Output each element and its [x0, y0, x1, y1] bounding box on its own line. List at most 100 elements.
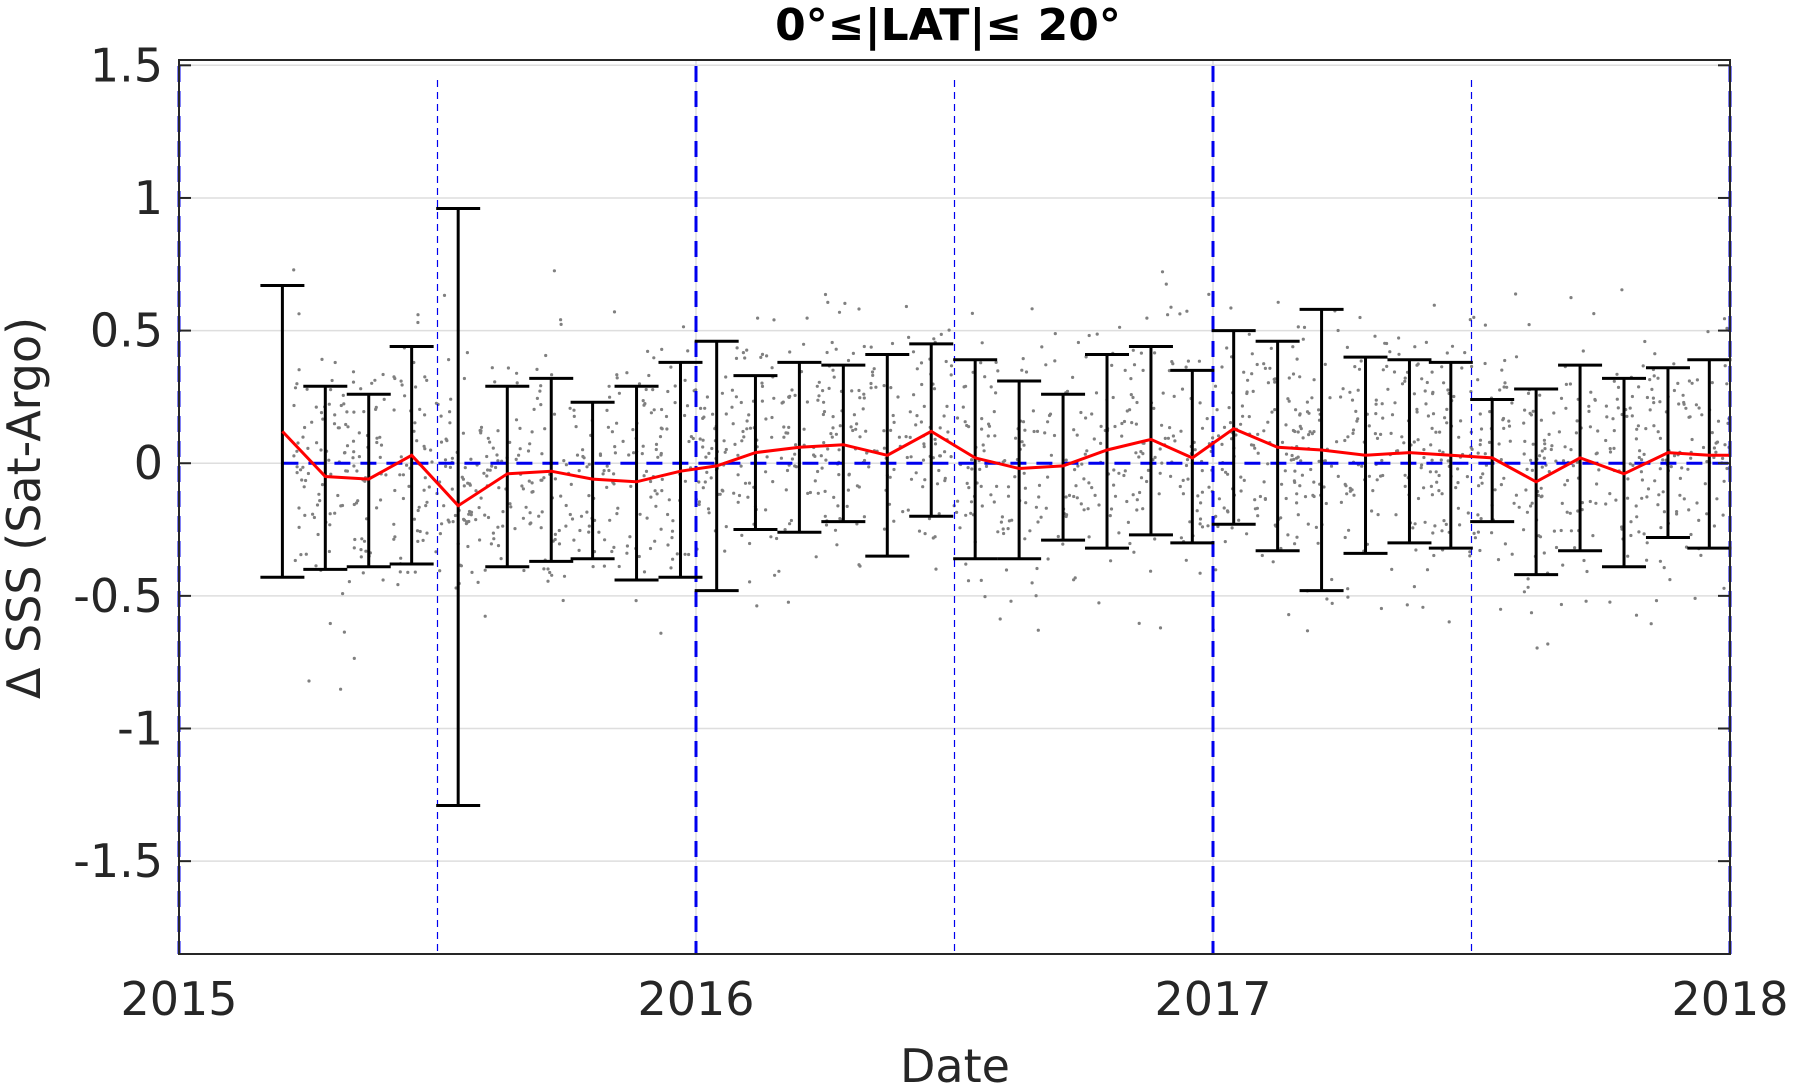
scatter-point	[444, 464, 448, 468]
scatter-point	[816, 491, 820, 495]
scatter-point	[1508, 439, 1512, 443]
scatter-point	[808, 490, 813, 495]
scatter-point	[1699, 553, 1703, 558]
scatter-point	[1036, 628, 1040, 632]
scatter-point	[1381, 416, 1385, 420]
scatter-point	[1716, 419, 1721, 423]
scatter-point	[1415, 410, 1419, 414]
scatter-point	[1052, 433, 1057, 438]
scatter-point	[1122, 419, 1127, 424]
scatter-point	[1430, 493, 1434, 497]
scatter-point	[425, 531, 429, 535]
scatter-point	[518, 447, 522, 451]
scatter-point	[422, 444, 426, 448]
scatter-point	[1470, 447, 1474, 451]
scatter-point	[327, 402, 331, 406]
scatter-point	[515, 371, 519, 375]
scatter-point	[1132, 363, 1137, 367]
scatter-point	[706, 507, 711, 511]
y-tick-label: 1.5	[90, 38, 163, 92]
scatter-point	[444, 437, 448, 441]
scatter-point	[351, 380, 356, 384]
scatter-point	[1173, 439, 1177, 443]
scatter-point	[1563, 445, 1567, 449]
scatter-point	[935, 482, 940, 486]
scatter-point	[980, 417, 984, 421]
scatter-point	[1658, 467, 1662, 471]
scatter-point	[296, 441, 300, 445]
scatter-point	[1514, 493, 1518, 497]
scatter-point	[1184, 558, 1188, 562]
scatter-point	[1216, 434, 1221, 438]
scatter-point	[359, 555, 363, 559]
scatter-point	[608, 518, 612, 522]
scatter-point	[1416, 438, 1420, 442]
scatter-point	[450, 456, 454, 460]
scatter-point	[470, 570, 474, 575]
scatter-point	[667, 498, 671, 502]
scatter-point	[1480, 481, 1484, 485]
scatter-point	[1588, 499, 1592, 504]
chart-title: 0°≤|LAT|≤ 20°	[775, 0, 1121, 51]
scatter-point	[1307, 433, 1311, 437]
scatter-point	[1642, 452, 1646, 456]
scatter-point	[1291, 345, 1295, 349]
scatter-point	[641, 399, 645, 403]
scatter-point	[1046, 475, 1050, 479]
scatter-point	[1526, 577, 1530, 581]
scatter-point	[1503, 358, 1507, 363]
scatter-point	[1073, 468, 1077, 472]
scatter-point	[723, 549, 727, 553]
scatter-point	[937, 468, 941, 473]
scatter-point	[319, 448, 323, 452]
scatter-point	[646, 349, 650, 353]
scatter-point	[1442, 519, 1446, 523]
scatter-point	[1616, 406, 1620, 410]
scatter-point	[543, 427, 547, 431]
scatter-point	[694, 388, 698, 392]
scatter-point	[450, 487, 454, 491]
scatter-point	[645, 516, 649, 520]
scatter-point	[1073, 576, 1077, 580]
scatter-point	[806, 491, 810, 495]
scatter-point	[1262, 362, 1266, 366]
scatter-point	[461, 477, 465, 481]
scatter-point	[381, 578, 385, 582]
scatter-point	[1535, 646, 1539, 650]
scatter-point	[490, 366, 494, 370]
scatter-point	[1468, 550, 1472, 554]
scatter-point	[994, 391, 998, 395]
scatter-point	[303, 513, 307, 518]
scatter-point	[339, 687, 343, 691]
scatter-point	[605, 408, 609, 412]
scatter-point	[307, 679, 311, 683]
scatter-point	[1354, 409, 1358, 413]
scatter-point	[546, 579, 550, 583]
scatter-point	[1412, 585, 1416, 589]
scatter-point	[835, 543, 839, 547]
scatter-point	[535, 367, 539, 371]
scatter-point	[1637, 530, 1641, 534]
scatter-point	[770, 366, 774, 370]
scatter-point	[1430, 458, 1434, 462]
scatter-point	[1563, 483, 1567, 487]
scatter-point	[363, 479, 367, 483]
scatter-point	[857, 307, 861, 311]
scatter-point	[1626, 496, 1630, 500]
scatter-point	[1129, 377, 1133, 381]
scatter-point	[1531, 442, 1535, 446]
scatter-point	[483, 568, 487, 572]
scatter-point	[399, 455, 403, 459]
scatter-point	[557, 528, 561, 533]
scatter-point	[851, 428, 855, 433]
scatter-point	[1422, 448, 1426, 452]
scatter-point	[827, 386, 831, 390]
scatter-point	[293, 558, 297, 563]
scatter-point	[994, 360, 998, 364]
scatter-point	[1435, 480, 1439, 484]
scatter-point	[357, 455, 361, 459]
scatter-point	[1118, 325, 1122, 329]
scatter-point	[864, 429, 868, 433]
scatter-point	[1242, 478, 1246, 482]
scatter-point	[734, 356, 739, 360]
